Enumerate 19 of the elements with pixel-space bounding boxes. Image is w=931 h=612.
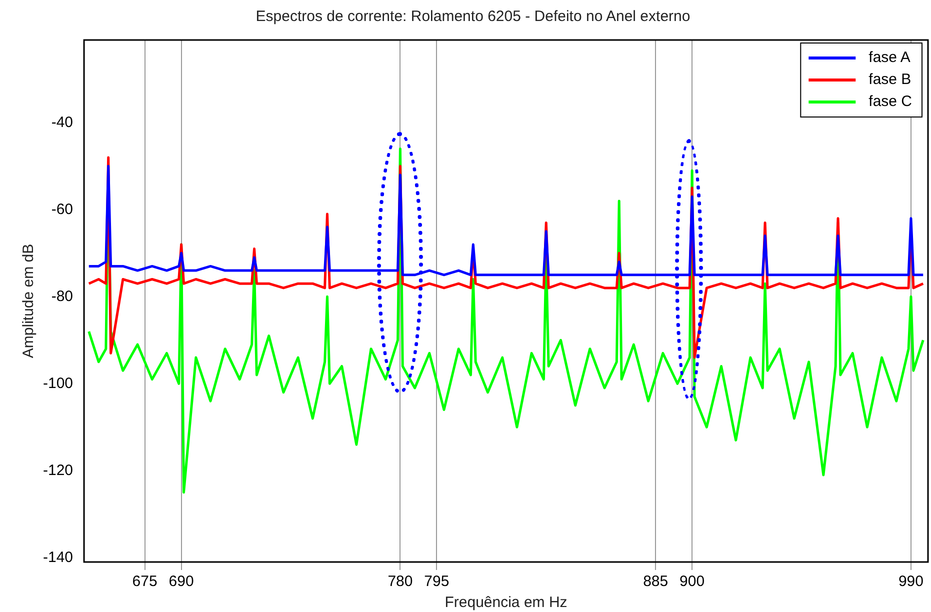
legend-label: fase A: [868, 49, 910, 66]
legend-label: fase B: [868, 71, 912, 88]
chart-title: Espectros de corrente: Rolamento 6205 - Defeito no Anel externo: [256, 8, 690, 26]
y-tick-label: -100: [42, 374, 74, 392]
legend-label: fase C: [868, 93, 912, 110]
y-tick-label: -40: [51, 114, 74, 131]
x-tick-label: 900: [680, 573, 705, 590]
x-tick-label: 675: [132, 573, 158, 590]
y-tick-label: -120: [42, 462, 74, 479]
x-axis-title: Frequência em Hz: [444, 594, 568, 612]
x-tick-label: 795: [424, 573, 450, 590]
x-tick-label: 780: [388, 573, 413, 590]
x-tick-label: 690: [168, 573, 194, 590]
y-axis-title: Amplitude em dB: [20, 244, 38, 358]
x-tick-label: 885: [643, 573, 668, 590]
y-tick-label: -60: [51, 200, 74, 218]
y-tick-label: -140: [42, 548, 74, 566]
x-tick-label: 990: [898, 573, 924, 590]
y-tick-label: -80: [51, 288, 74, 305]
